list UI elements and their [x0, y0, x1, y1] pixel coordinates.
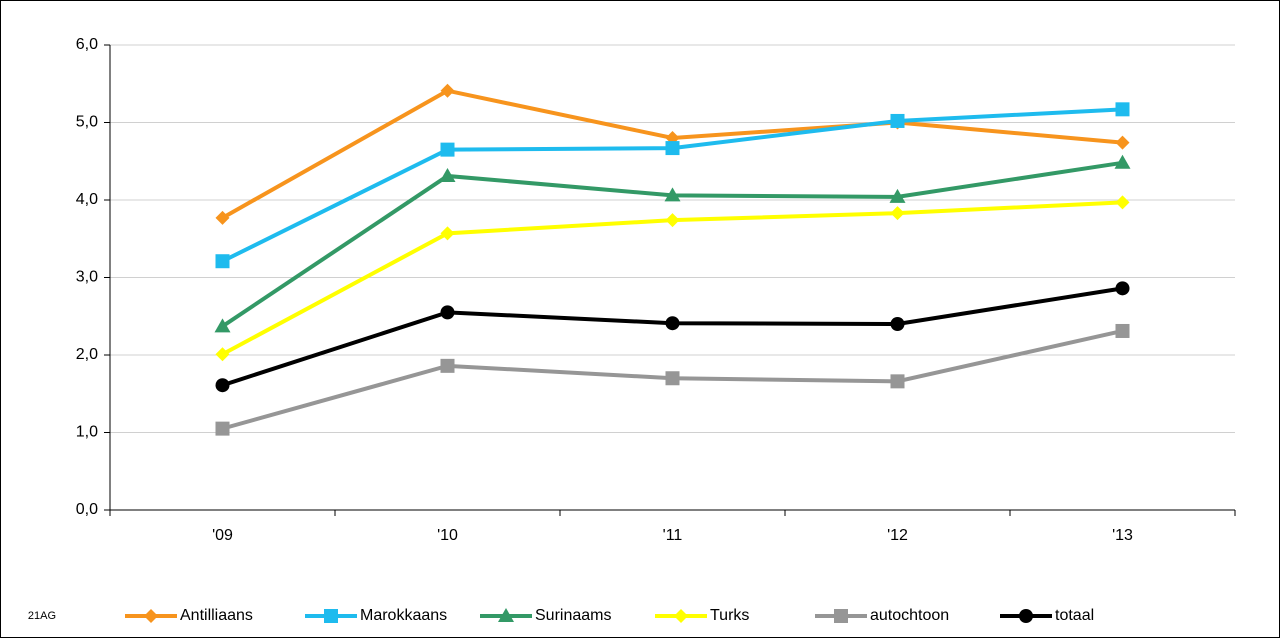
point: [440, 358, 455, 373]
point: [1115, 135, 1130, 150]
point: [665, 371, 680, 386]
point: [440, 142, 455, 157]
point: [440, 226, 455, 241]
legend-label: autochtoon: [870, 607, 949, 624]
legend-marker: [324, 609, 338, 623]
y-tick-label: 6,0: [76, 36, 98, 53]
point: [1115, 102, 1130, 117]
point: [215, 210, 230, 225]
point: [215, 421, 230, 436]
point: [439, 167, 456, 182]
point: [665, 316, 680, 331]
x-tick-label: '09: [212, 527, 233, 544]
x-tick-label: '10: [437, 527, 458, 544]
point: [1115, 323, 1130, 338]
legend-label: Turks: [710, 607, 749, 624]
point: [665, 213, 680, 228]
y-tick-label: 0,0: [76, 501, 98, 518]
legend-label: totaal: [1055, 607, 1094, 624]
x-tick-label: '11: [663, 527, 683, 544]
y-tick-label: 2,0: [76, 346, 98, 363]
point: [890, 113, 905, 128]
y-tick-label: 5,0: [76, 114, 98, 131]
legend-marker: [834, 609, 848, 623]
x-tick-label: '13: [1112, 527, 1133, 544]
legend-label: Marokkaans: [360, 607, 447, 624]
annotation: 21AG: [28, 610, 56, 622]
legend-marker: [498, 608, 514, 622]
point: [889, 188, 906, 203]
point: [440, 305, 455, 320]
y-tick-label: 3,0: [76, 269, 98, 286]
point: [665, 141, 680, 156]
point: [215, 254, 230, 269]
legend-marker: [1019, 609, 1033, 623]
point: [1115, 195, 1130, 210]
y-tick-label: 4,0: [76, 191, 98, 208]
point: [664, 187, 681, 202]
point: [440, 83, 455, 98]
point: [215, 378, 230, 393]
legend-label: Surinaams: [535, 607, 611, 624]
x-tick-label: '12: [887, 527, 908, 544]
point: [1114, 154, 1131, 169]
point: [890, 317, 905, 331]
y-tick-label: 1,0: [76, 424, 98, 441]
point: [890, 374, 905, 389]
legend-marker: [674, 609, 688, 623]
legend-label: Antilliaans: [180, 607, 253, 624]
point: [890, 206, 905, 221]
point: [1115, 281, 1130, 296]
point: [214, 318, 231, 333]
point: [215, 347, 230, 362]
legend-marker: [144, 609, 158, 623]
